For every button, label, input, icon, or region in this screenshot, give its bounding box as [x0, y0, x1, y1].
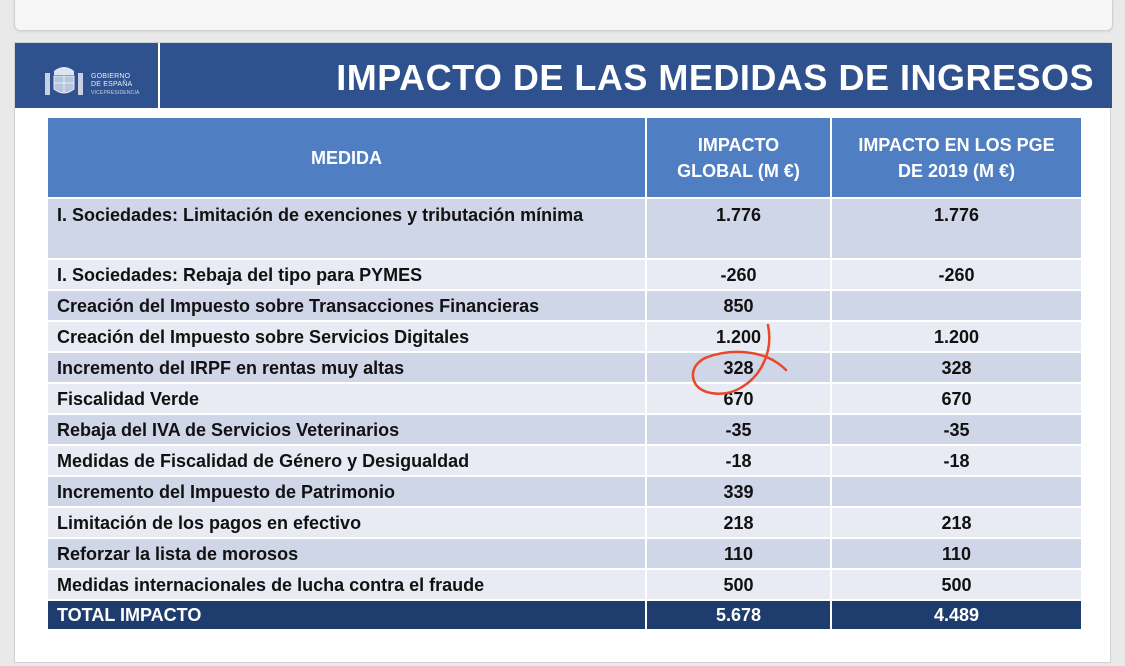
cell-medida: I. Sociedades: Rebaja del tipo para PYME…: [46, 258, 647, 291]
cell-impacto-pge: -35: [830, 413, 1083, 446]
table-row: Creación del Impuesto sobre Transaccione…: [46, 289, 1083, 322]
income-measures-table: MEDIDA IMPACTO GLOBAL (M €) IMPACTO EN L…: [46, 116, 1083, 631]
cell-medida: Creación del Impuesto sobre Transaccione…: [46, 289, 647, 322]
cell-impacto-global: 500: [645, 568, 832, 601]
cell-impacto-global: 1.200: [645, 320, 832, 353]
table-row: Rebaja del IVA de Servicios Veterinarios…: [46, 413, 1083, 446]
table-row: Medidas internacionales de lucha contra …: [46, 568, 1083, 601]
cell-impacto-global: 850: [645, 289, 832, 322]
cell-medida: Incremento del Impuesto de Patrimonio: [46, 475, 647, 508]
cell-medida: Reforzar la lista de morosos: [46, 537, 647, 570]
cell-impacto-global: 328: [645, 351, 832, 384]
cell-medida: Incremento del IRPF en rentas muy altas: [46, 351, 647, 384]
table-row: Incremento del Impuesto de Patrimonio 339: [46, 475, 1083, 508]
cell-impacto-pge: 328: [830, 351, 1083, 384]
total-pge: 4.489: [830, 599, 1083, 631]
logo-line-1: GOBIERNO: [91, 73, 131, 80]
cell-impacto-pge: 1.776: [830, 197, 1083, 260]
column-header-impacto-pge: IMPACTO EN LOS PGE DE 2019 (M €): [830, 116, 1083, 199]
cell-impacto-global: 670: [645, 382, 832, 415]
column-header-medida: MEDIDA: [46, 116, 647, 199]
cell-impacto-global: 218: [645, 506, 832, 539]
cell-medida: Fiscalidad Verde: [46, 382, 647, 415]
cell-medida: Rebaja del IVA de Servicios Veterinarios: [46, 413, 647, 446]
table-row: Incremento del IRPF en rentas muy altas 3…: [46, 351, 1083, 384]
cell-impacto-global: -35: [645, 413, 832, 446]
cell-impacto-pge: 218: [830, 506, 1083, 539]
logo-line-3: VICEPRESIDENCIA: [91, 90, 140, 96]
cell-impacto-pge: 500: [830, 568, 1083, 601]
cell-medida: Medidas de Fiscalidad de Género y Desigu…: [46, 444, 647, 477]
cell-impacto-pge: -18: [830, 444, 1083, 477]
previous-slide-edge: [14, 0, 1113, 31]
cell-impacto-pge: -260: [830, 258, 1083, 291]
total-row: TOTAL IMPACTO 5.678 4.489: [46, 599, 1083, 631]
cell-impacto-global: -260: [645, 258, 832, 291]
slide-title: IMPACTO DE LAS MEDIDAS DE INGRESOS: [336, 57, 1094, 98]
government-logo: GOBIERNO DE ESPAÑA VICEPRESIDENCIA: [15, 43, 160, 108]
logo-line-2: DE ESPAÑA: [91, 81, 133, 88]
cell-impacto-global: 1.776: [645, 197, 832, 260]
slide-header: GOBIERNO DE ESPAÑA VICEPRESIDENCIA IMPAC…: [15, 43, 1112, 108]
cell-impacto-global: 339: [645, 475, 832, 508]
spain-coat-of-arms-icon: [45, 67, 83, 95]
cell-medida: Creación del Impuesto sobre Servicios Di…: [46, 320, 647, 353]
cell-impacto-pge: 1.200: [830, 320, 1083, 353]
table-row: Creación del Impuesto sobre Servicios Di…: [46, 320, 1083, 353]
cell-impacto-global: -18: [645, 444, 832, 477]
cell-medida: Limitación de los pagos en efectivo: [46, 506, 647, 539]
cell-impacto-pge: [830, 475, 1083, 508]
table-row: Fiscalidad Verde 670 670: [46, 382, 1083, 415]
table-row: Limitación de los pagos en efectivo 218 21…: [46, 506, 1083, 539]
table-header-row: MEDIDA IMPACTO GLOBAL (M €) IMPACTO EN L…: [46, 116, 1083, 199]
table-row: I. Sociedades: Limitación de exenciones …: [46, 197, 1083, 260]
column-header-impacto-global: IMPACTO GLOBAL (M €): [645, 116, 832, 199]
table-row: I. Sociedades: Rebaja del tipo para PYME…: [46, 258, 1083, 291]
cell-impacto-pge: 670: [830, 382, 1083, 415]
table-row: Medidas de Fiscalidad de Género y Desigu…: [46, 444, 1083, 477]
cell-medida: Medidas internacionales de lucha contra …: [46, 568, 647, 601]
cell-impacto-pge: 110: [830, 537, 1083, 570]
cell-impacto-global: 110: [645, 537, 832, 570]
table-row: Reforzar la lista de morosos 110 110: [46, 537, 1083, 570]
total-global: 5.678: [645, 599, 832, 631]
government-text: GOBIERNO DE ESPAÑA VICEPRESIDENCIA: [91, 73, 140, 97]
slide: GOBIERNO DE ESPAÑA VICEPRESIDENCIA IMPAC…: [14, 42, 1112, 663]
cell-impacto-pge: [830, 289, 1083, 322]
total-label: TOTAL IMPACTO: [46, 599, 647, 631]
cell-medida: I. Sociedades: Limitación de exenciones …: [46, 197, 647, 260]
